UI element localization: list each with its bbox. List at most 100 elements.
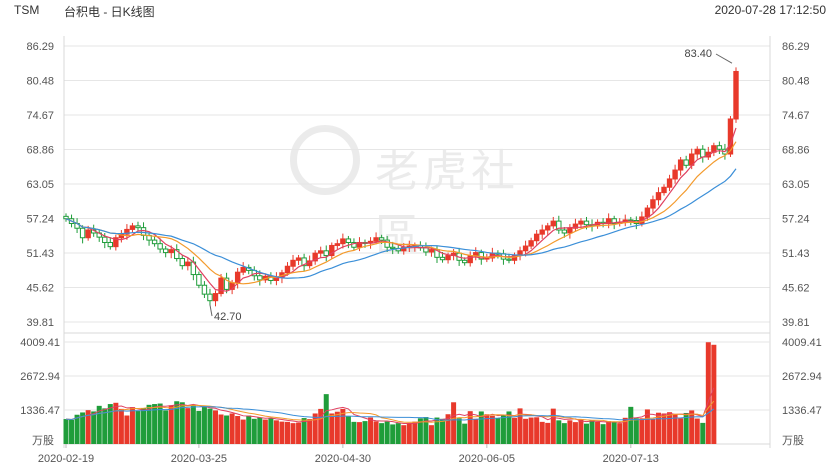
candle-body [196,274,202,286]
volume-bar [539,421,545,444]
candle-body [373,237,379,242]
y-tick-label-right: 74.67 [782,110,810,122]
volume-bar [96,405,102,444]
ticker-symbol: TSM [14,3,40,17]
volume-bar [124,415,130,444]
volume-ma-line-ma20 [65,406,715,421]
volume-bar [196,410,202,444]
volume-bar [91,411,97,444]
volume-bar [406,422,412,444]
candle-body [345,238,352,243]
y-tick-label-right: 51.43 [782,248,810,260]
volume-bar [284,421,290,444]
candle-body [694,148,700,155]
x-tick-label: 2020-07-13 [603,453,659,465]
volume-bar [412,421,418,444]
volume-bar [296,422,302,444]
volume-bar [318,408,324,444]
volume-bar [428,425,434,444]
volume-bar [141,408,147,444]
volume-bar [63,419,69,444]
volume-bar [512,417,518,444]
candle-body [207,293,213,302]
volume-bar [606,421,612,444]
volume-bar [107,404,113,444]
x-tick-label: 2020-06-05 [459,453,515,465]
volume-bar [74,414,80,444]
volume-bar [135,410,141,444]
volume-tick-label-left: 4009.41 [20,337,60,349]
candle-body [733,70,739,120]
volume-bar [467,411,473,444]
candle-body [439,256,446,261]
candle-body [185,261,191,267]
volume-bar [440,418,446,444]
volume-bar [628,406,634,444]
volume-bar [683,412,689,444]
volume-bar [273,420,279,444]
volume-bar [650,419,656,444]
volume-bar [705,342,711,444]
candle-body [428,249,435,253]
volume-bar [279,421,285,444]
volume-bar [373,421,379,444]
volume-tick-label-left: 1336.47 [20,405,60,417]
volume-bar [611,422,617,444]
volume-bar [246,415,252,444]
volume-bar [545,422,551,444]
y-tick-label-right: 39.81 [782,317,810,329]
volume-bar [500,415,506,444]
volume-bar [334,411,340,444]
volume-bar [345,416,351,444]
candle-body [257,275,263,281]
volume-bar [689,410,695,444]
volume-bar [595,421,601,444]
candle-body [168,249,174,254]
volume-bar [633,418,639,444]
ma-line-ma5 [65,127,737,292]
volume-bar [478,411,484,444]
volume-bar [655,412,661,444]
volume-bar [556,420,562,444]
candle-body [334,243,341,246]
candle-body [683,159,689,166]
volume-bar [146,404,152,444]
candle-body [124,228,130,235]
candle-body [666,178,673,188]
volume-bar [251,418,257,444]
candle-body [561,229,568,234]
volume-bar [672,414,678,444]
high-annotation-leader [715,53,733,64]
candle-body [389,246,396,249]
volume-bar [517,408,523,444]
ma-line-ma20 [65,168,737,279]
y-tick-label-left: 57.24 [26,214,54,226]
candle-body [567,227,573,234]
candle-body [113,237,119,248]
y-tick-label-left: 86.29 [26,41,54,53]
candle-body [583,220,590,226]
volume-tick-label-right: 4009.41 [782,337,822,349]
volume-bar [229,413,235,444]
volume-bar [550,408,556,444]
volume-bar [506,411,512,444]
volume-bar [362,421,368,444]
candle-body [473,252,479,257]
volume-bar [589,420,595,444]
candle-body [323,250,329,257]
candle-body [157,243,163,250]
volume-bar [102,408,108,444]
volume-bar [85,410,91,444]
volume-bar [644,409,650,444]
volume-bar [578,419,584,444]
volume-bar [622,417,628,444]
y-tick-label-right: 63.05 [782,179,810,191]
volume-bar [384,421,390,444]
volume-ma-line-ma5 [65,387,715,424]
candle-body [329,244,335,257]
chart-header: TSM 台积电 - 日K线图 2020-07-28 17:12:50 [0,0,840,22]
volume-bar [445,414,451,444]
volume-bar [561,423,567,444]
y-tick-label-right: 80.48 [782,76,810,88]
volume-bar [323,394,329,444]
